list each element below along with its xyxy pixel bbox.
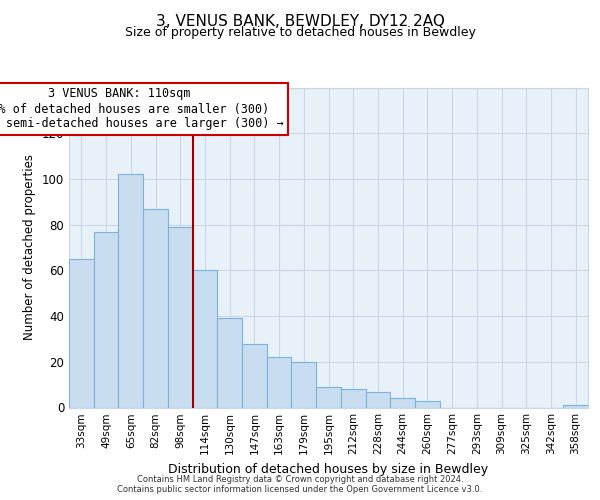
Bar: [118, 174, 143, 408]
Bar: [563, 405, 588, 407]
Bar: [390, 398, 415, 407]
Text: Contains HM Land Registry data © Crown copyright and database right 2024.
Contai: Contains HM Land Registry data © Crown c…: [118, 474, 482, 494]
Bar: [168, 227, 193, 408]
Bar: [292, 362, 316, 408]
Text: 3, VENUS BANK, BEWDLEY, DY12 2AQ: 3, VENUS BANK, BEWDLEY, DY12 2AQ: [155, 14, 445, 29]
Bar: [415, 400, 440, 407]
Bar: [193, 270, 217, 407]
Bar: [242, 344, 267, 407]
Y-axis label: Number of detached properties: Number of detached properties: [23, 154, 36, 340]
Bar: [94, 232, 118, 408]
X-axis label: Distribution of detached houses by size in Bewdley: Distribution of detached houses by size …: [169, 463, 488, 476]
Bar: [217, 318, 242, 408]
Bar: [69, 259, 94, 408]
Text: 3 VENUS BANK: 110sqm
← 50% of detached houses are smaller (300)
50% of semi-deta: 3 VENUS BANK: 110sqm ← 50% of detached h…: [0, 88, 284, 130]
Text: Size of property relative to detached houses in Bewdley: Size of property relative to detached ho…: [125, 26, 475, 39]
Bar: [341, 389, 365, 407]
Bar: [143, 208, 168, 408]
Bar: [365, 392, 390, 407]
Bar: [316, 387, 341, 407]
Bar: [267, 357, 292, 408]
